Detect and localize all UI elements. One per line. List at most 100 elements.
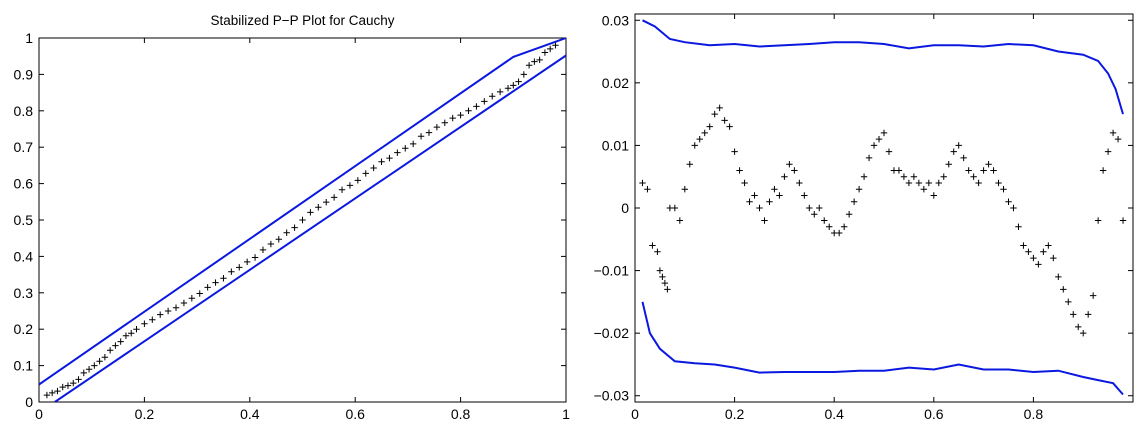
data-point bbox=[1060, 286, 1067, 293]
data-point bbox=[510, 82, 517, 89]
y-tick-label: 0.7 bbox=[14, 139, 34, 155]
data-point bbox=[1025, 248, 1032, 256]
data-point bbox=[504, 85, 512, 92]
data-point bbox=[449, 114, 456, 122]
data-point bbox=[691, 142, 698, 149]
data-point bbox=[267, 240, 275, 248]
data-point bbox=[845, 211, 853, 218]
data-point bbox=[995, 179, 1002, 187]
data-point bbox=[307, 209, 314, 216]
data-point bbox=[930, 192, 937, 199]
x-tick-label: 0.4 bbox=[824, 406, 844, 421]
data-point bbox=[751, 192, 758, 199]
data-point bbox=[465, 107, 472, 114]
data-point bbox=[686, 160, 693, 168]
data-point bbox=[425, 129, 433, 136]
data-point bbox=[552, 42, 559, 49]
data-point bbox=[457, 111, 464, 119]
data-point bbox=[1084, 311, 1092, 318]
x-tick-label: 1 bbox=[562, 406, 570, 421]
data-point bbox=[243, 258, 251, 266]
data-point bbox=[671, 204, 679, 212]
data-point bbox=[766, 198, 773, 205]
data-point bbox=[826, 223, 833, 230]
data-point bbox=[975, 179, 982, 187]
data-point bbox=[338, 186, 346, 193]
data-point bbox=[741, 179, 748, 187]
data-point bbox=[816, 204, 823, 212]
data-point bbox=[925, 179, 933, 187]
data-point bbox=[473, 103, 480, 110]
data-point bbox=[172, 304, 180, 311]
data-point bbox=[1030, 254, 1037, 262]
data-point bbox=[236, 264, 243, 271]
data-point bbox=[664, 286, 671, 293]
data-point bbox=[106, 347, 114, 354]
data-point bbox=[1055, 273, 1062, 281]
data-point bbox=[676, 217, 684, 224]
data-point bbox=[701, 129, 708, 137]
data-point bbox=[180, 299, 188, 307]
chart-1: Stabilized P−P Plot for Cauchy 0 0.2 0.4 0.6… bbox=[14, 13, 571, 421]
data-point bbox=[950, 148, 957, 155]
data-point bbox=[1010, 204, 1017, 212]
x-tick-label: 0.6 bbox=[345, 406, 365, 421]
y-tick-label: −0.01 bbox=[594, 263, 630, 279]
data-point bbox=[905, 179, 913, 187]
data-point bbox=[776, 192, 783, 199]
data-point bbox=[496, 88, 504, 96]
x-tick-label: 0 bbox=[631, 406, 639, 421]
y-tick-label: 0.01 bbox=[602, 137, 629, 153]
data-point bbox=[515, 78, 522, 85]
data-point bbox=[220, 275, 227, 282]
data-point bbox=[960, 154, 967, 162]
y-tick-label: 0.1 bbox=[14, 358, 34, 374]
y-tick-label: 1 bbox=[25, 30, 33, 46]
data-point bbox=[895, 167, 903, 174]
data-point bbox=[654, 248, 661, 256]
data-point bbox=[75, 376, 82, 383]
data-point bbox=[70, 379, 77, 387]
data-point bbox=[417, 133, 425, 140]
data-point bbox=[481, 98, 488, 105]
data-point bbox=[721, 117, 728, 124]
data-point bbox=[64, 382, 72, 389]
data-point bbox=[441, 119, 448, 127]
y-tick-label: 0.03 bbox=[602, 12, 629, 28]
data-point bbox=[656, 267, 664, 274]
data-point bbox=[546, 45, 554, 53]
data-point bbox=[54, 387, 61, 395]
data-point bbox=[133, 326, 140, 333]
data-point bbox=[362, 170, 369, 177]
data-point bbox=[1099, 167, 1107, 174]
y-tick-label: 0.9 bbox=[14, 66, 34, 82]
data-point bbox=[920, 186, 928, 193]
data-point bbox=[786, 160, 793, 168]
data-point bbox=[157, 311, 164, 318]
data-point bbox=[746, 198, 753, 205]
plot-area bbox=[639, 19, 1127, 396]
y-tick-label: 0.3 bbox=[14, 285, 34, 301]
data-point bbox=[259, 246, 267, 254]
data-point bbox=[80, 369, 87, 377]
x-tick-label: 0 bbox=[35, 406, 43, 421]
data-point bbox=[980, 167, 987, 174]
y-tick-label: 0.02 bbox=[602, 75, 629, 91]
data-point bbox=[885, 148, 893, 155]
data-point bbox=[315, 204, 322, 211]
data-point bbox=[141, 320, 148, 327]
data-point bbox=[806, 204, 813, 212]
data-point bbox=[346, 182, 354, 189]
data-point bbox=[251, 254, 259, 261]
plot-area bbox=[39, 38, 566, 402]
x-tick-label: 0.2 bbox=[725, 406, 745, 421]
data-point bbox=[910, 173, 918, 180]
y-tick-label: 0.6 bbox=[14, 176, 34, 192]
data-point bbox=[531, 58, 538, 65]
data-point bbox=[117, 338, 124, 345]
data-point bbox=[706, 123, 713, 130]
data-point bbox=[935, 179, 942, 187]
data-point bbox=[965, 167, 972, 174]
data-point bbox=[990, 167, 997, 174]
data-point bbox=[85, 366, 93, 373]
